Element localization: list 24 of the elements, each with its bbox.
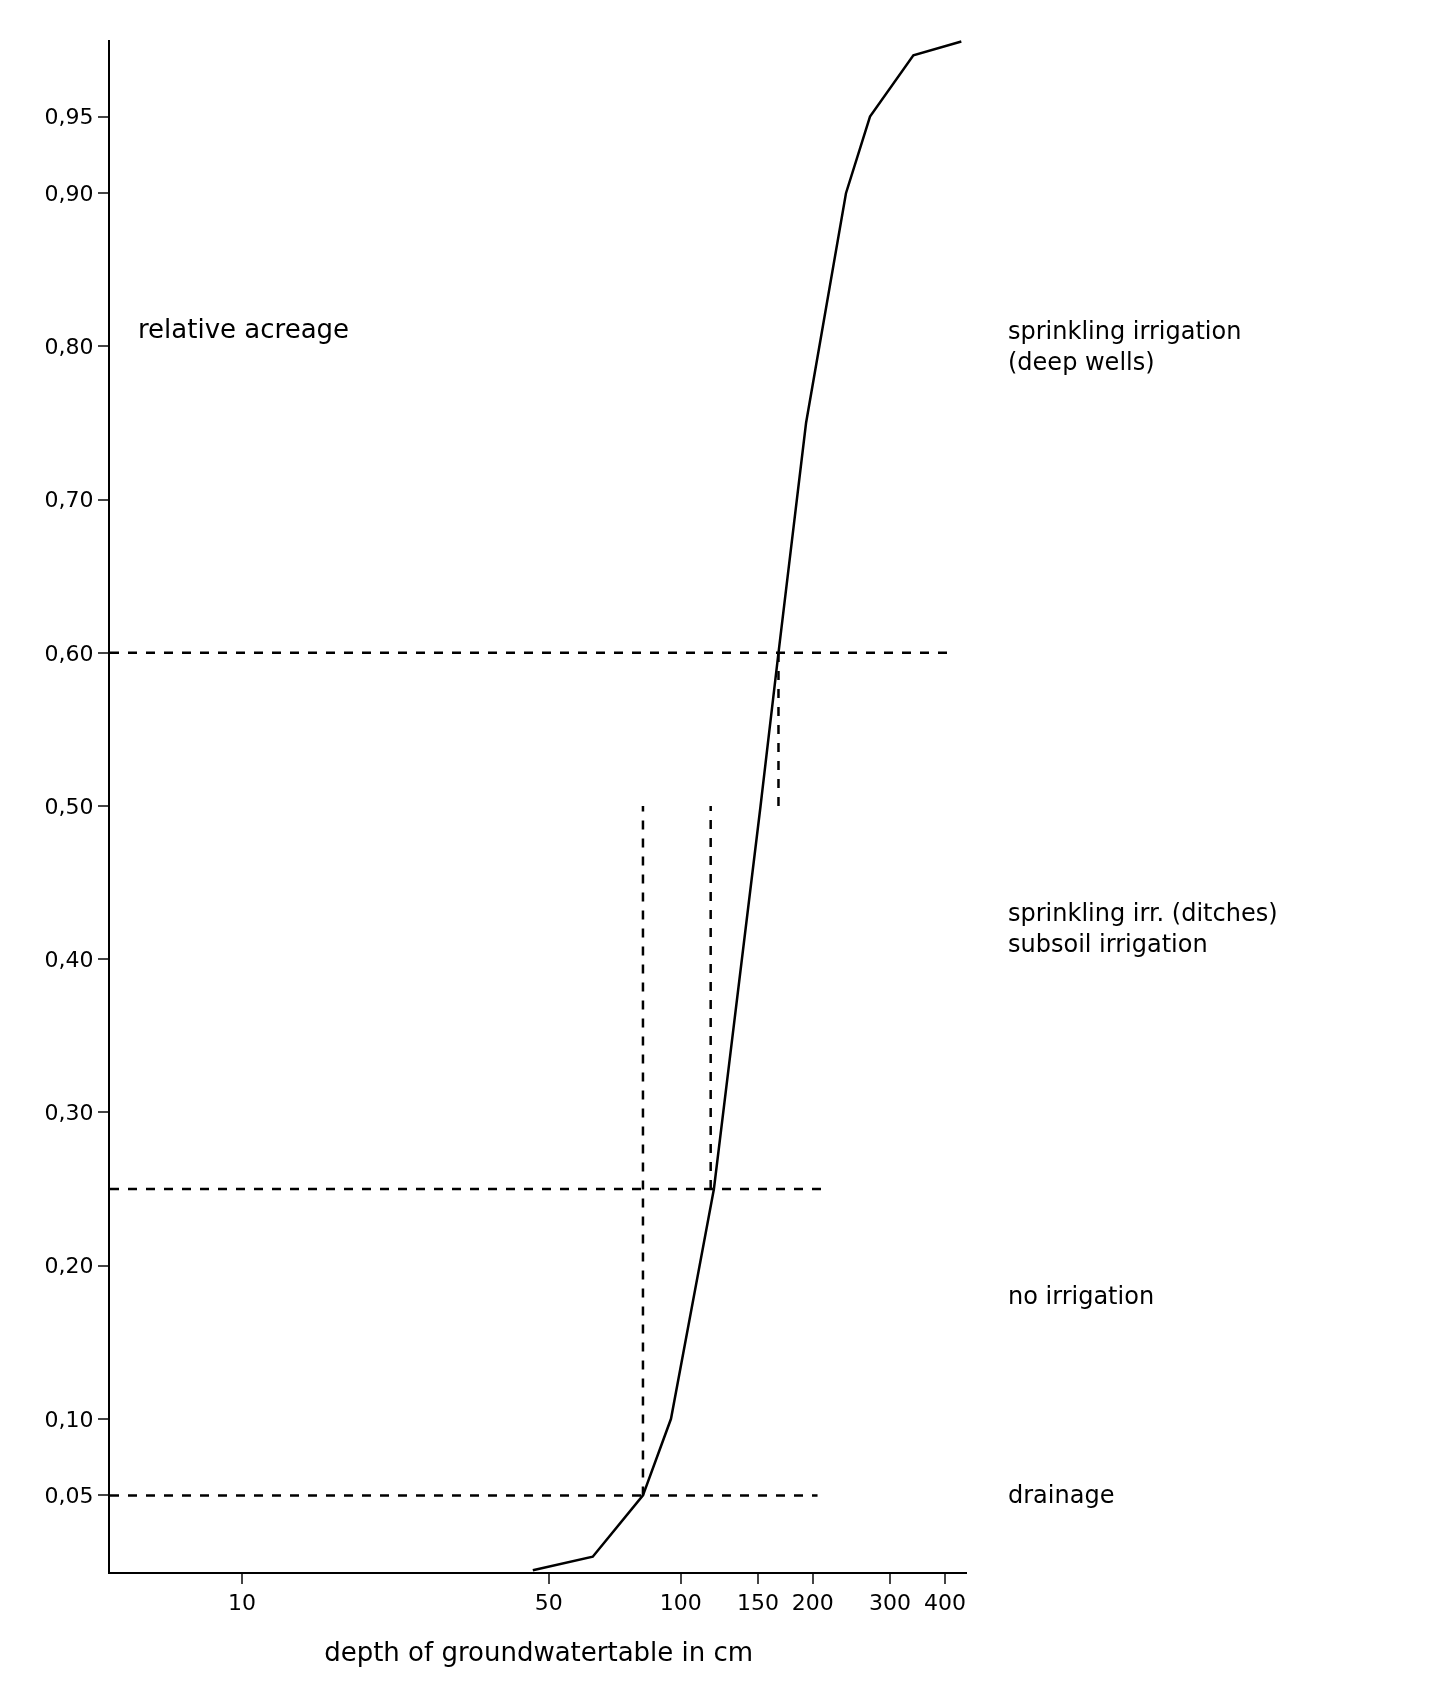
- y-tick-label: 0,20: [44, 1253, 94, 1279]
- text: no irrigation: [1008, 1282, 1155, 1310]
- y-tick-label: 0,10: [44, 1406, 94, 1432]
- y-tick-label: 0,95: [44, 104, 94, 130]
- x-axis-title: depth of groundwatertable in cm: [324, 1637, 754, 1667]
- text: sprinkling irr. (ditches) subsoil irrigation: [1008, 899, 1278, 959]
- y-tick-label: 0,90: [44, 180, 94, 206]
- x-tick-label: 50: [534, 1590, 563, 1616]
- x-tick-label: 150: [737, 1590, 780, 1616]
- y-tick-label: 0,05: [44, 1483, 94, 1509]
- y-tick-label: 0,30: [44, 1100, 94, 1126]
- y-tick-label: 0,40: [44, 946, 94, 972]
- x-tick-label: 100: [659, 1590, 702, 1616]
- y-axis-title: relative acreage: [138, 314, 350, 344]
- x-tick-label: 10: [228, 1590, 257, 1616]
- y-tick-label: 0,80: [44, 334, 94, 360]
- x-tick-label: 300: [869, 1590, 912, 1616]
- y-tick-label: 0,60: [44, 640, 94, 666]
- text: sprinkling irrigation (deep wells): [1008, 317, 1242, 377]
- x-tick-label: 400: [923, 1590, 966, 1616]
- text: drainage: [1008, 1481, 1115, 1509]
- y-tick-label: 0,50: [44, 793, 94, 819]
- x-tick-label: 200: [791, 1590, 834, 1616]
- y-tick-label: 0,70: [44, 487, 94, 513]
